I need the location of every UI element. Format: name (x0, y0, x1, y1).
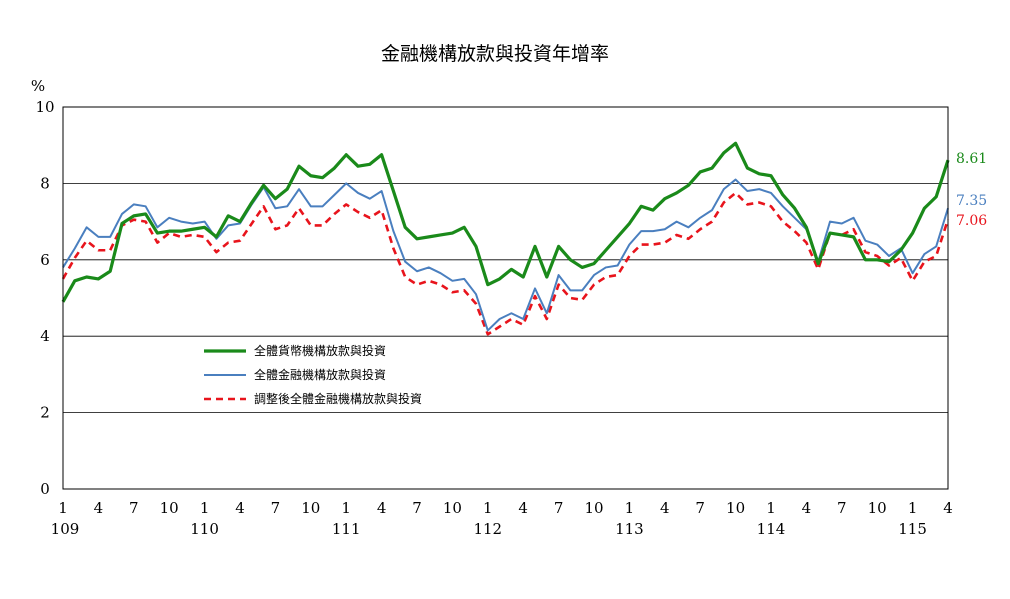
x-tick-label: 7 (412, 499, 422, 517)
x-tick-label: 1 (341, 499, 351, 517)
x-year-label: 115 (898, 520, 927, 538)
x-tick-label: 4 (377, 499, 387, 517)
x-tick-label: 1 (908, 499, 918, 517)
x-tick-label: 10 (301, 499, 320, 517)
y-axis-unit-label: % (31, 77, 45, 95)
x-tick-label: 10 (160, 499, 179, 517)
x-tick-label: 7 (554, 499, 564, 517)
y-tick-label: 0 (40, 480, 50, 498)
series-line-0 (61, 141, 950, 303)
x-tick-labels: 1 4 7 10 1 4 7 10 1 4 7 10 1 4 7 10 1 4 7 10 1 4 7 10 1 4 109 110 11… (51, 499, 953, 538)
x-tick-label: 1 (625, 499, 635, 517)
x-tick-label: 4 (660, 499, 670, 517)
legend-label: 全體貨幣機構放款與投資 (254, 343, 386, 358)
x-tick-label: 1 (766, 499, 776, 517)
y-tick-labels: 0 2 4 6 8 10 (35, 98, 54, 498)
x-year-label: 112 (473, 520, 502, 538)
legend-label: 全體金融機構放款與投資 (254, 367, 386, 382)
x-tick-label: 10 (443, 499, 462, 517)
y-tick-label: 2 (40, 404, 50, 422)
x-tick-label: 1 (200, 499, 210, 517)
end-value-labels: 8.61 7.35 7.06 (956, 151, 987, 229)
y-tick-label: 10 (35, 98, 54, 116)
x-tick-label: 7 (129, 499, 139, 517)
x-tick-label: 4 (235, 499, 245, 517)
end-value-label: 8.61 (956, 151, 987, 167)
end-value-label: 7.06 (956, 213, 987, 229)
series-lines (61, 141, 950, 336)
x-tick-label: 1 (483, 499, 493, 517)
x-tick-label: 10 (868, 499, 887, 517)
x-year-label: 110 (190, 520, 219, 538)
x-tick-label: 7 (271, 499, 281, 517)
y-tick-label: 6 (40, 251, 50, 269)
x-year-label: 113 (615, 520, 644, 538)
x-tick-label: 7 (837, 499, 847, 517)
plot-area-border (62, 106, 949, 490)
x-year-label: 109 (51, 520, 80, 538)
end-value-label: 7.35 (956, 193, 987, 209)
x-tick-label: 7 (695, 499, 705, 517)
grid-lines (63, 182, 948, 414)
y-tick-label: 4 (40, 327, 50, 345)
x-tick-label: 4 (943, 499, 953, 517)
y-tick-label: 8 (40, 174, 50, 192)
chart-title: 金融機構放款與投資年增率 (381, 43, 609, 65)
x-tick-label: 4 (802, 499, 812, 517)
x-tick-label: 1 (58, 499, 68, 517)
x-tick-label: 10 (584, 499, 603, 517)
x-tick-label: 4 (94, 499, 104, 517)
x-year-label: 111 (332, 520, 361, 538)
x-tick-label: 4 (518, 499, 528, 517)
x-tick-label: 10 (726, 499, 745, 517)
series-line-2 (61, 191, 950, 336)
legend-label: 調整後全體金融機構放款與投資 (254, 391, 422, 406)
x-year-label: 114 (757, 520, 786, 538)
